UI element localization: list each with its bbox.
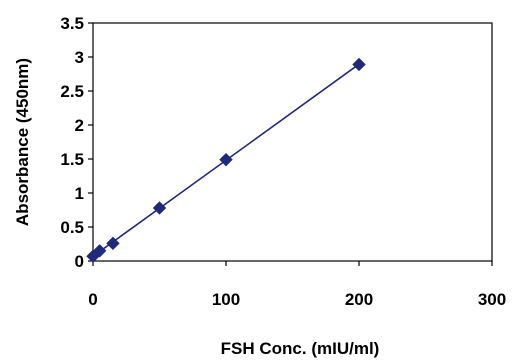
x-tick-label: 0 [88, 290, 97, 309]
x-tick-label: 200 [345, 290, 373, 309]
y-tick-label: 1.5 [60, 150, 84, 169]
y-tick-label: 1 [75, 184, 84, 203]
y-axis-title: Absorbance (450nm) [13, 58, 32, 226]
y-tick-label: 3.5 [60, 14, 84, 33]
plot-border [92, 22, 493, 262]
x-tick-label: 300 [478, 290, 506, 309]
x-axis-title: FSH Conc. (mIU/ml) [221, 339, 380, 358]
data-point [106, 236, 120, 251]
y-tick-label: 0 [75, 252, 84, 271]
x-tick-label: 100 [212, 290, 240, 309]
y-tick-label: 0.5 [60, 218, 84, 237]
plot-area: 0 0.5 1 1.5 2 2.5 3 3.5 0 100 200 300 [60, 14, 506, 309]
data-point [152, 201, 167, 215]
data-point [352, 57, 366, 72]
y-tick-label: 2 [75, 116, 84, 135]
y-tick-label: 3 [75, 48, 84, 67]
data-point [219, 152, 233, 167]
data-point [92, 244, 107, 258]
y-tick-label: 2.5 [60, 82, 84, 101]
